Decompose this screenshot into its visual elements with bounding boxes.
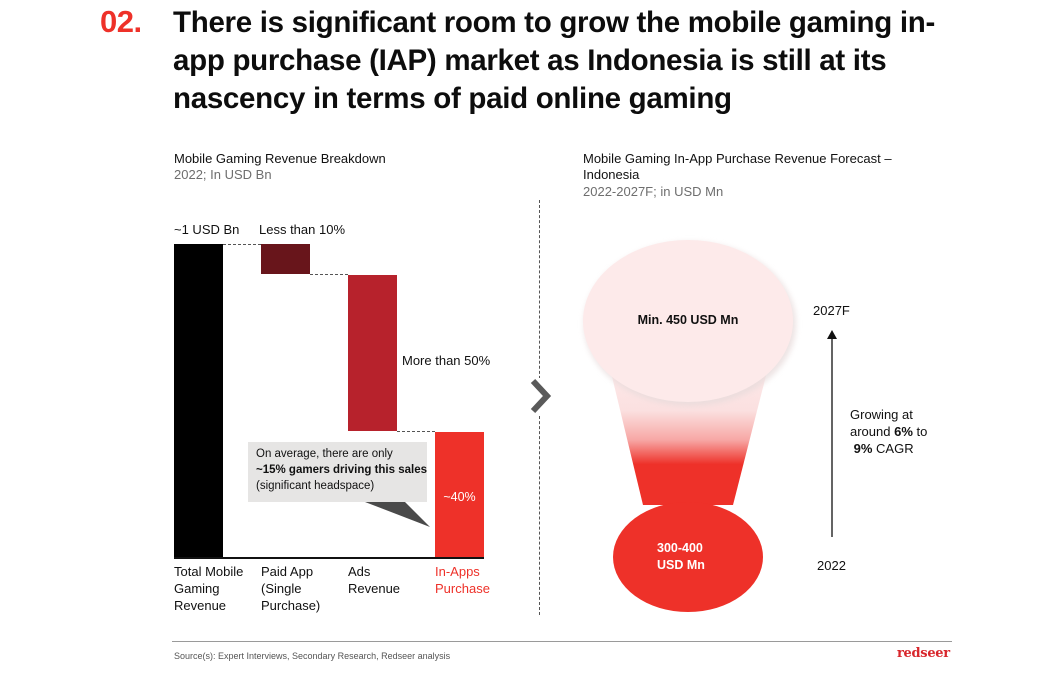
footer-divider	[172, 641, 952, 642]
cagr-annotation: Growing at around 6% to 9% CAGR	[850, 407, 928, 456]
callout-line-1: On average, there are only	[256, 448, 393, 460]
category-label-ads: Ads Revenue	[348, 564, 401, 596]
right-chart-subtitle: 2022-2027F; in USD Mn	[583, 184, 724, 199]
page-title: There is significant room to grow the mo…	[173, 6, 936, 115]
bottom-bubble-value: 300-400 USD Mn	[657, 541, 705, 572]
left-chart-subtitle: 2022; In USD Bn	[174, 167, 272, 182]
category-label-iap: In-Apps Purchase	[435, 564, 490, 596]
bar-total-revenue	[174, 244, 223, 557]
ads-value-label: More than 50%	[402, 353, 491, 368]
callout-line-3: (significant headspace)	[256, 480, 375, 492]
source-note: Source(s): Expert Interviews, Secondary …	[174, 651, 451, 661]
axis-label-2027f: 2027F	[813, 303, 850, 318]
axis-label-2022: 2022	[817, 558, 846, 573]
category-label-total: Total Mobile Gaming Revenue	[174, 564, 244, 613]
right-chart-title: Mobile Gaming In-App Purchase Revenue Fo…	[583, 151, 892, 182]
connector-line	[223, 244, 261, 245]
callout-line-2: ~15% gamers driving this sales	[256, 464, 427, 476]
connector-line	[310, 274, 348, 275]
category-label-paid-app: Paid App (Single Purchase)	[261, 564, 321, 613]
connector-line	[397, 431, 435, 432]
callout-pointer	[365, 502, 430, 527]
x-axis-baseline	[174, 557, 484, 559]
redseer-logo: redseer	[897, 646, 950, 661]
iap-value-label: ~40%	[443, 490, 476, 504]
chevron-right-icon	[528, 378, 552, 414]
bar-paid-app	[261, 244, 310, 274]
callout-box: On average, there are only ~15% gamers d…	[248, 442, 427, 502]
total-value-label: ~1 USD Bn	[174, 222, 240, 237]
bar-ads-revenue	[348, 275, 397, 431]
top-bubble-value: Min. 450 USD Mn	[637, 313, 739, 327]
paid-app-value-label: Less than 10%	[259, 222, 346, 237]
section-number: 02.	[100, 4, 142, 39]
bar-in-app-purchase	[435, 432, 484, 557]
left-chart-title: Mobile Gaming Revenue Breakdown	[174, 151, 386, 166]
growth-arrow-icon	[827, 330, 837, 537]
growth-funnel-graphic	[583, 240, 796, 612]
